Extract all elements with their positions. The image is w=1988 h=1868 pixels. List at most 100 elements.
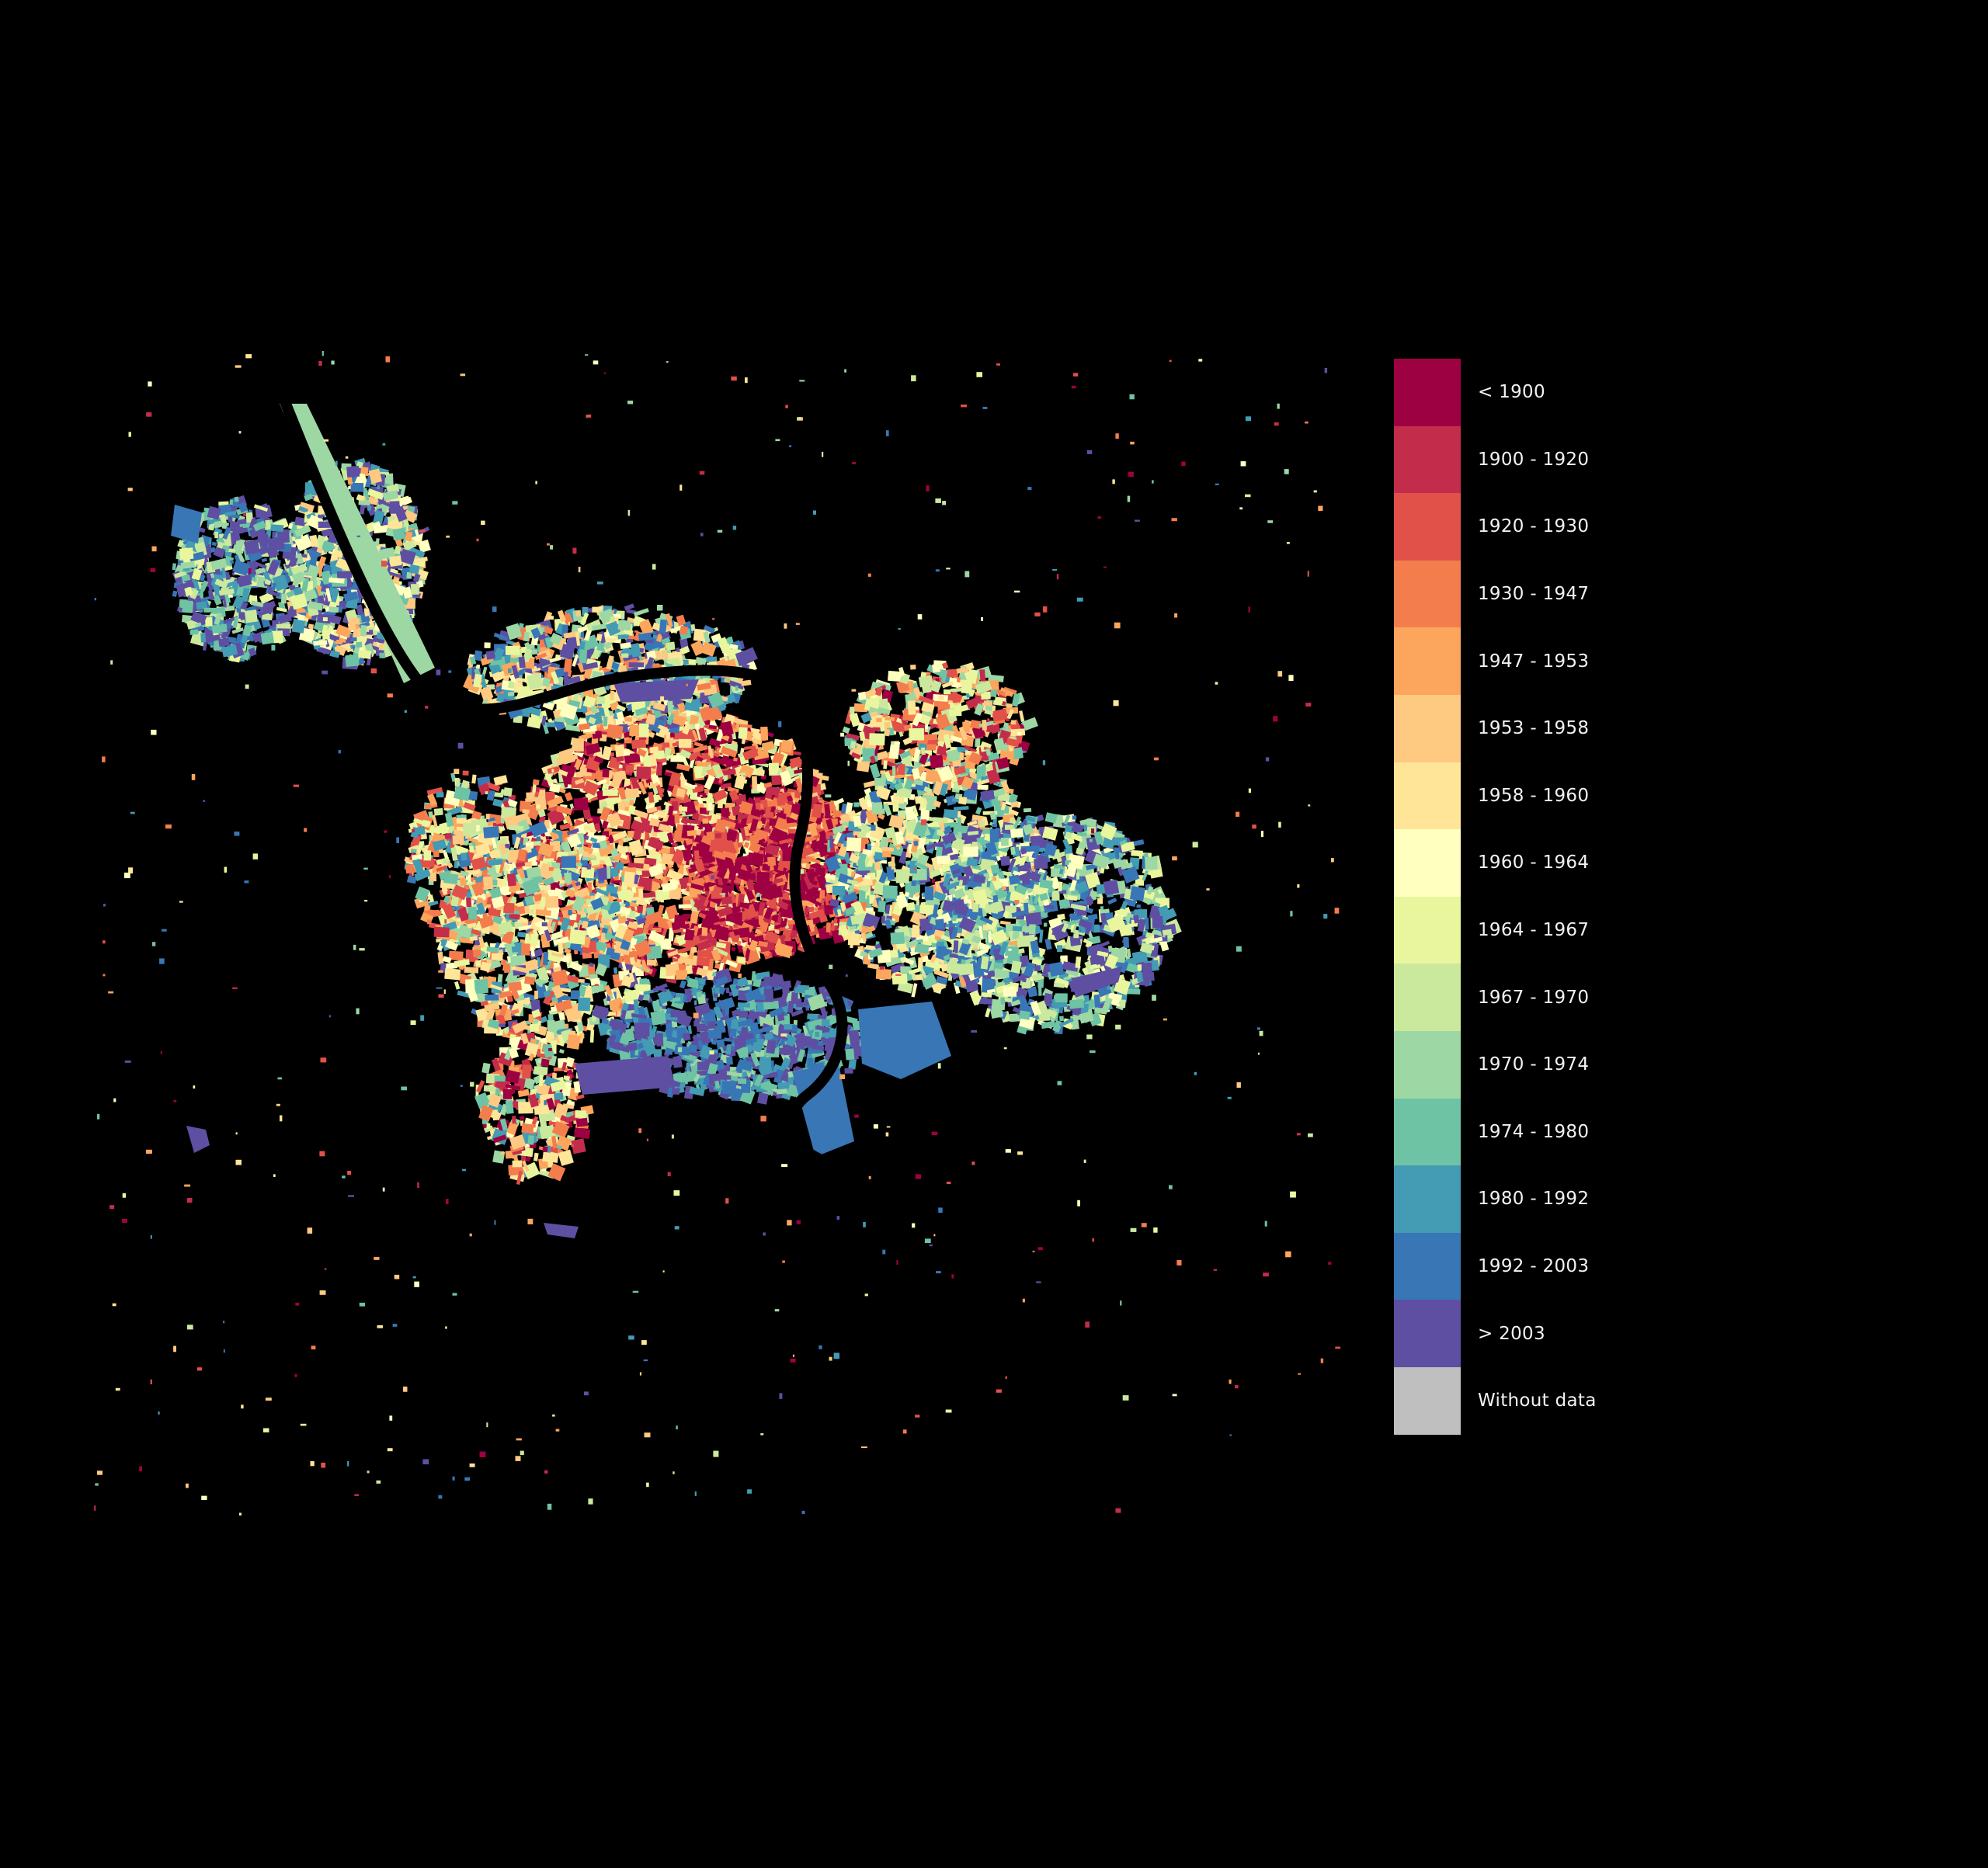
building-footprint: [857, 866, 873, 871]
building-footprint: [547, 889, 561, 898]
building-footprint: [914, 943, 930, 954]
building-footprint: [622, 763, 627, 771]
building-footprint: [977, 784, 989, 790]
building-footprint: [958, 796, 968, 805]
building-footprint: [1003, 986, 1017, 997]
building-footprint: [944, 809, 958, 818]
building-footprint: [1051, 890, 1060, 901]
building-footprint: [699, 807, 707, 814]
building-footprint: [684, 929, 695, 942]
building-footprint: [474, 978, 488, 994]
building-footprint: [846, 837, 862, 852]
building-footprint: [589, 1029, 595, 1043]
building-footprint: [532, 779, 540, 786]
building-footprint: [1058, 898, 1071, 909]
building-footprint: [825, 922, 831, 932]
building-footprint: [975, 979, 980, 983]
building-footprint: [472, 949, 481, 957]
building-footprint: [485, 994, 499, 1001]
building-footprint: [566, 1034, 581, 1050]
building-footprint: [924, 886, 934, 901]
building-footprint: [1076, 872, 1080, 880]
building-footprint: [543, 951, 549, 966]
building-footprint: [937, 946, 945, 953]
building-footprint: [511, 946, 519, 953]
building-footprint: [756, 783, 766, 790]
building-footprint: [874, 777, 887, 786]
building-footprint: [756, 871, 770, 886]
building-footprint: [1069, 998, 1084, 1009]
building-footprint: [1048, 961, 1065, 977]
building-footprint: [636, 766, 652, 779]
building-footprint: [891, 856, 895, 870]
building-footprint: [1000, 997, 1006, 1005]
building-footprint: [918, 957, 923, 969]
building-footprint: [534, 799, 547, 811]
building-footprint: [503, 964, 511, 974]
building-footprint: [678, 904, 693, 909]
building-footprint: [623, 748, 631, 756]
building-footprint: [878, 900, 886, 913]
building-footprint: [881, 915, 885, 924]
building-footprint: [548, 866, 554, 871]
building-footprint: [1093, 994, 1101, 1008]
building-footprint: [696, 957, 711, 967]
building-footprint: [692, 745, 708, 753]
building-footprint: [1057, 945, 1063, 953]
building-footprint: [1136, 904, 1142, 908]
building-footprint: [708, 803, 713, 811]
building-footprint: [491, 953, 503, 961]
building-footprint: [850, 941, 854, 949]
building-footprint: [751, 845, 760, 852]
building-footprint: [1145, 856, 1158, 870]
building-footprint: [671, 922, 680, 931]
building-footprint: [1012, 925, 1023, 932]
building-footprint: [678, 738, 692, 748]
building-footprint: [660, 897, 665, 903]
building-footprint: [720, 807, 730, 817]
building-footprint: [1010, 828, 1024, 839]
building-footprint: [520, 943, 530, 956]
building-footprint: [815, 866, 826, 877]
building-footprint: [685, 858, 690, 866]
building-footprint: [586, 863, 591, 870]
building-footprint: [625, 920, 630, 925]
building-footprint: [738, 727, 748, 739]
building-footprint: [911, 928, 920, 938]
building-footprint: [1034, 965, 1041, 971]
building-footprint: [721, 896, 733, 905]
building-footprint: [900, 966, 910, 974]
building-footprint: [958, 875, 968, 881]
building-footprint: [702, 818, 709, 824]
building-footprint: [464, 967, 479, 974]
building-footprint: [539, 789, 546, 800]
building-footprint: [958, 963, 974, 976]
building-footprint: [444, 968, 461, 981]
building-footprint: [624, 764, 634, 773]
building-footprint: [1103, 879, 1120, 896]
building-footprint: [532, 782, 537, 793]
building-footprint: [606, 866, 611, 879]
building-footprint: [892, 799, 899, 812]
building-footprint: [728, 870, 737, 881]
building-footprint: [871, 802, 883, 814]
building-footprint: [617, 915, 627, 924]
building-footprint: [683, 923, 690, 929]
building-footprint: [946, 962, 961, 974]
building-footprint: [829, 835, 833, 849]
building-footprint: [670, 755, 686, 762]
building-footprint: [882, 885, 898, 899]
building-footprint: [1131, 849, 1143, 857]
building-footprint: [678, 806, 688, 812]
building-footprint: [519, 800, 531, 813]
building-footprint: [1137, 964, 1142, 971]
building-footprint: [569, 929, 586, 945]
building-footprint: [522, 809, 530, 814]
building-footprint: [931, 939, 937, 944]
building-footprint: [674, 813, 680, 824]
building-footprint: [715, 833, 721, 839]
building-footprint: [1115, 849, 1120, 859]
building-footprint: [1008, 874, 1020, 885]
building-footprint: [914, 892, 920, 898]
building-footprint: [1120, 999, 1126, 1009]
